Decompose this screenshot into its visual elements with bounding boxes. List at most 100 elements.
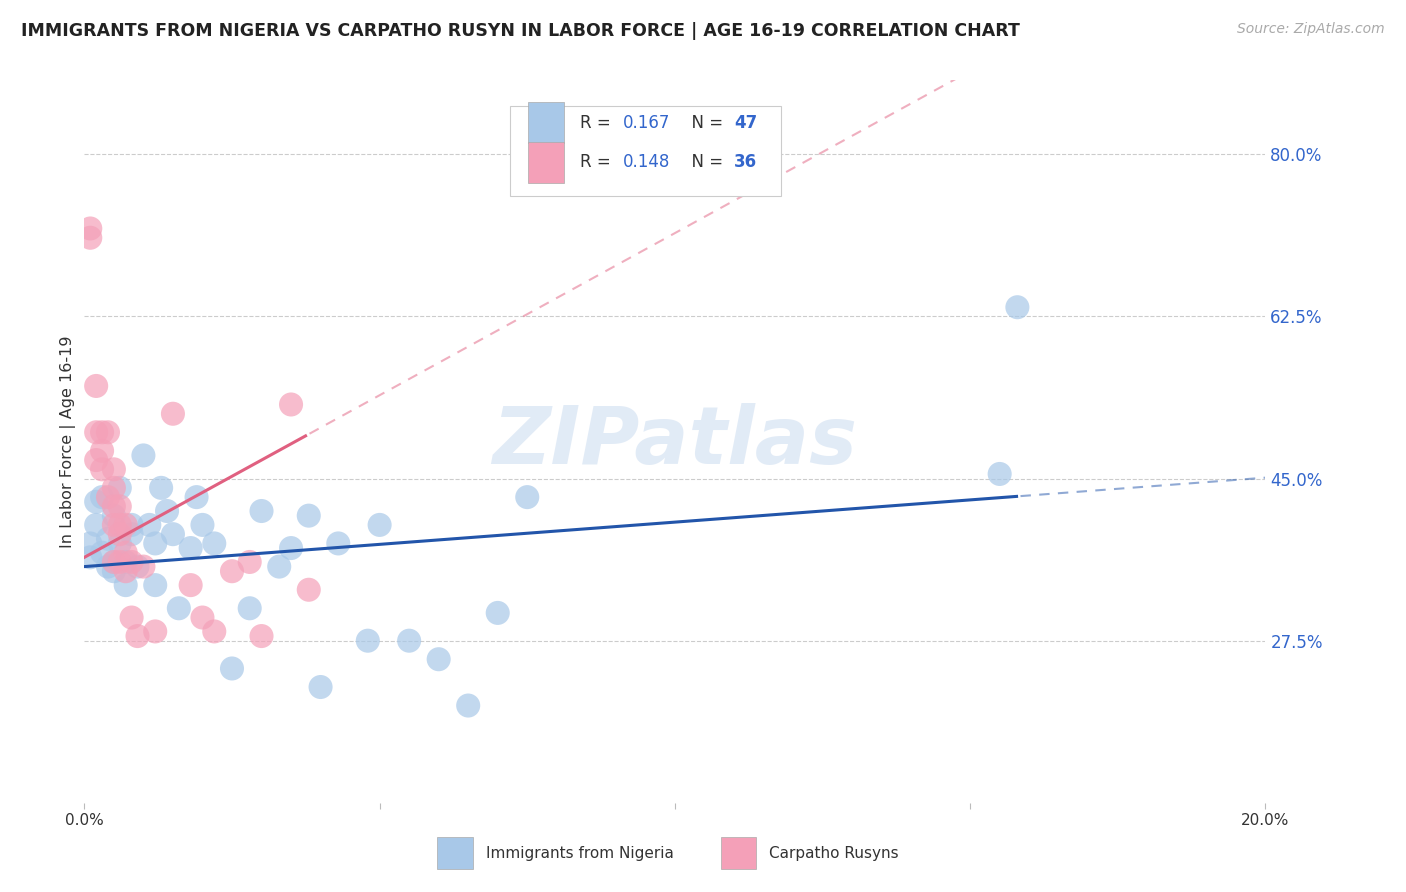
Point — [132, 559, 155, 574]
Point — [516, 490, 538, 504]
Point — [309, 680, 332, 694]
Point — [162, 527, 184, 541]
Point — [988, 467, 1011, 481]
Point — [221, 564, 243, 578]
Text: 36: 36 — [734, 153, 756, 171]
Point — [114, 546, 136, 560]
Text: Carpatho Rusyns: Carpatho Rusyns — [769, 846, 898, 861]
Point — [114, 517, 136, 532]
Point — [250, 629, 273, 643]
Point — [357, 633, 380, 648]
Point — [250, 504, 273, 518]
FancyBboxPatch shape — [721, 837, 756, 869]
Point — [162, 407, 184, 421]
Point — [150, 481, 173, 495]
Point — [97, 425, 120, 440]
Point — [103, 564, 125, 578]
Point — [1007, 300, 1029, 314]
Point — [143, 536, 166, 550]
Point — [143, 578, 166, 592]
Point — [298, 508, 321, 523]
Point — [239, 555, 262, 569]
Point — [202, 624, 225, 639]
Point — [180, 541, 202, 555]
Point — [398, 633, 420, 648]
Point — [457, 698, 479, 713]
Point — [191, 517, 214, 532]
Text: Source: ZipAtlas.com: Source: ZipAtlas.com — [1237, 22, 1385, 37]
Point — [79, 231, 101, 245]
Point — [298, 582, 321, 597]
Text: R =: R = — [581, 153, 616, 171]
Point — [280, 397, 302, 411]
Text: Immigrants from Nigeria: Immigrants from Nigeria — [486, 846, 673, 861]
Text: 0.167: 0.167 — [623, 113, 671, 131]
Y-axis label: In Labor Force | Age 16-19: In Labor Force | Age 16-19 — [60, 335, 76, 548]
FancyBboxPatch shape — [437, 837, 472, 869]
Point — [108, 500, 131, 514]
Point — [191, 610, 214, 624]
Point — [79, 536, 101, 550]
Point — [108, 517, 131, 532]
Point — [186, 490, 208, 504]
Point — [79, 221, 101, 235]
Point — [103, 481, 125, 495]
Point — [138, 517, 160, 532]
Text: 0.148: 0.148 — [623, 153, 671, 171]
Point — [167, 601, 190, 615]
Text: 47: 47 — [734, 113, 758, 131]
Point — [91, 490, 114, 504]
Point — [108, 481, 131, 495]
Point — [121, 517, 143, 532]
Point — [132, 449, 155, 463]
Point — [91, 425, 114, 440]
Point — [180, 578, 202, 592]
Point — [103, 508, 125, 523]
Point — [269, 559, 291, 574]
Point — [108, 527, 131, 541]
Point — [121, 610, 143, 624]
Text: N =: N = — [681, 113, 728, 131]
Point — [156, 504, 179, 518]
Text: ZIPatlas: ZIPatlas — [492, 402, 858, 481]
Point — [103, 555, 125, 569]
Point — [328, 536, 350, 550]
Point — [127, 629, 149, 643]
Point — [427, 652, 450, 666]
Point — [239, 601, 262, 615]
Text: IMMIGRANTS FROM NIGERIA VS CARPATHO RUSYN IN LABOR FORCE | AGE 16-19 CORRELATION: IMMIGRANTS FROM NIGERIA VS CARPATHO RUSY… — [21, 22, 1019, 40]
Point — [114, 555, 136, 569]
Point — [97, 559, 120, 574]
Point — [108, 536, 131, 550]
Point — [91, 546, 114, 560]
Point — [91, 443, 114, 458]
Point — [114, 578, 136, 592]
Point — [108, 555, 131, 569]
Point — [84, 494, 107, 508]
FancyBboxPatch shape — [509, 105, 782, 196]
Point — [368, 517, 391, 532]
Point — [103, 555, 125, 569]
Point — [121, 527, 143, 541]
FancyBboxPatch shape — [529, 142, 564, 183]
FancyBboxPatch shape — [529, 102, 564, 143]
Point — [127, 559, 149, 574]
Point — [79, 550, 101, 565]
Text: N =: N = — [681, 153, 728, 171]
Point — [91, 462, 114, 476]
Point — [221, 661, 243, 675]
Text: R =: R = — [581, 113, 616, 131]
Point — [202, 536, 225, 550]
Point — [84, 517, 107, 532]
Point — [103, 462, 125, 476]
Point — [84, 379, 107, 393]
Point — [114, 564, 136, 578]
Point — [143, 624, 166, 639]
Point — [97, 490, 120, 504]
Point — [84, 453, 107, 467]
Point — [486, 606, 509, 620]
Point — [103, 517, 125, 532]
Point — [84, 425, 107, 440]
Point — [97, 532, 120, 546]
Point — [121, 555, 143, 569]
